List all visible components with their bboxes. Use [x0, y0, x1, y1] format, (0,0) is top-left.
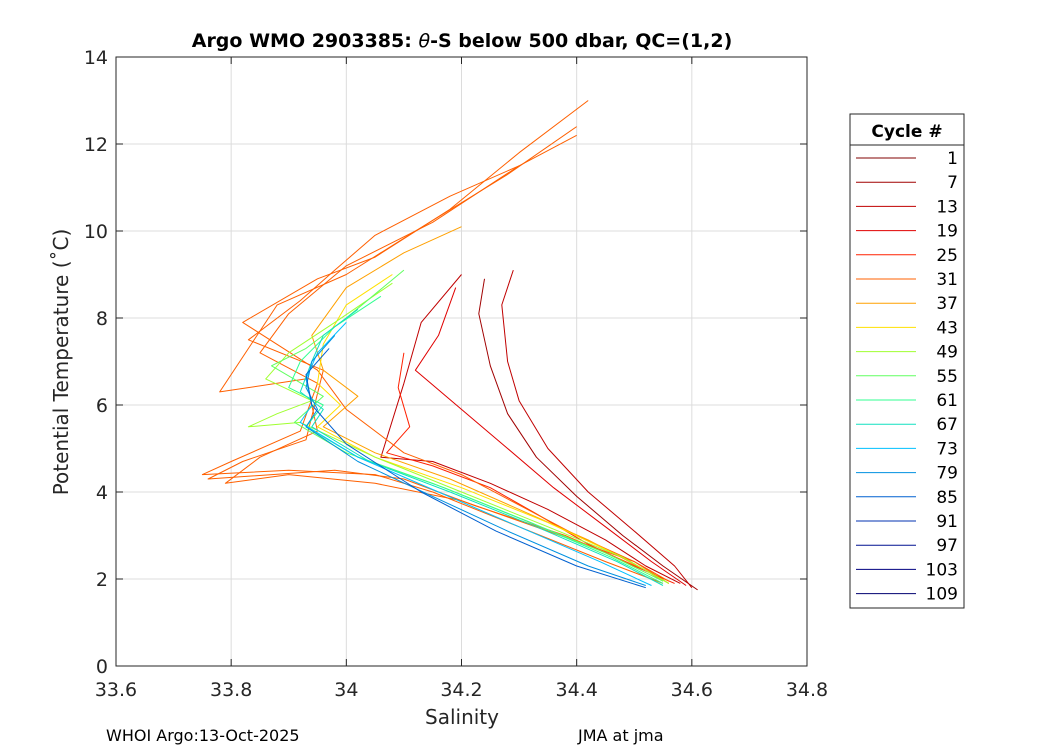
legend-box — [849, 113, 965, 609]
x-tick-label: 34 — [334, 679, 358, 701]
legend-label: 55 — [936, 367, 958, 387]
series-line — [299, 322, 652, 586]
series-line — [380, 274, 681, 584]
legend-label: 61 — [936, 391, 958, 411]
y-tick-label: 0 — [96, 656, 108, 678]
title-theta: θ — [418, 30, 430, 52]
legend-label: 109 — [926, 585, 958, 605]
x-tick-label: 34.6 — [671, 679, 713, 701]
series-line — [478, 278, 698, 591]
title-prefix: Argo WMO 2903385: — [192, 30, 419, 52]
legend-label: 67 — [936, 415, 958, 435]
footer-right: JMA at jma — [578, 726, 664, 745]
legend-label: 13 — [936, 197, 958, 217]
y-tick-label: 12 — [84, 134, 108, 156]
y-tick-label: 4 — [96, 482, 108, 504]
series-line — [201, 134, 664, 584]
legend-label: 49 — [936, 343, 958, 363]
legend-label: 25 — [936, 246, 958, 266]
x-tick-label: 34.4 — [556, 679, 598, 701]
x-axis-label: Salinity — [425, 705, 499, 729]
legend-label: 37 — [936, 294, 958, 314]
y-tick-label: 10 — [84, 221, 108, 243]
axis-ticks: 33.6 33.8 34 34.2 34.4 34.6 34.8 0 2 4 6 8 10 12 14 — [84, 47, 828, 701]
series-line — [305, 335, 646, 586]
series-line — [299, 308, 664, 586]
legend-label: 19 — [936, 222, 958, 242]
legend-label: 79 — [936, 464, 958, 484]
legend-label: 7 — [947, 173, 958, 193]
series-line — [501, 269, 693, 589]
title-suffix: -S below 500 dbar, QC=(1,2) — [430, 30, 732, 52]
y-tick-label: 6 — [96, 395, 108, 417]
legend-label: 43 — [936, 318, 958, 338]
series-line — [414, 287, 687, 586]
y-tick-label: 2 — [96, 569, 108, 591]
legend-label: 91 — [936, 512, 958, 532]
legend-label: 85 — [936, 488, 958, 508]
legend-label: 97 — [936, 536, 958, 556]
footer-left: WHOI Argo:13-Oct-2025 — [106, 726, 300, 745]
legend-entries: 1 7 13 19 25 31 37 43 49 55 61 67 73 79 85 91 97 103 109 — [856, 149, 958, 605]
x-tick-label: 33.6 — [95, 679, 137, 701]
legend-label: 73 — [936, 439, 958, 459]
chart-title: Argo WMO 2903385: θ-S below 500 dbar, QC… — [192, 30, 733, 52]
legend: Cycle # 1 7 13 19 25 31 37 43 49 55 61 67 73 79 85 91 97… — [849, 113, 965, 609]
series-line — [311, 226, 670, 584]
x-tick-label: 33.8 — [210, 679, 252, 701]
series-line — [305, 348, 646, 589]
grid — [116, 57, 807, 666]
legend-label: 31 — [936, 270, 958, 290]
series-group — [201, 100, 698, 591]
series-line — [247, 282, 670, 584]
y-tick-label: 14 — [84, 47, 108, 69]
x-tick-label: 34.2 — [440, 679, 482, 701]
y-tick-label: 8 — [96, 308, 108, 330]
legend-title: Cycle # — [871, 122, 942, 142]
legend-label: 103 — [926, 560, 958, 580]
legend-label: 1 — [947, 149, 958, 169]
y-axis-label: Potential Temperature (˚C) — [49, 229, 73, 496]
x-tick-label: 34.8 — [786, 679, 828, 701]
